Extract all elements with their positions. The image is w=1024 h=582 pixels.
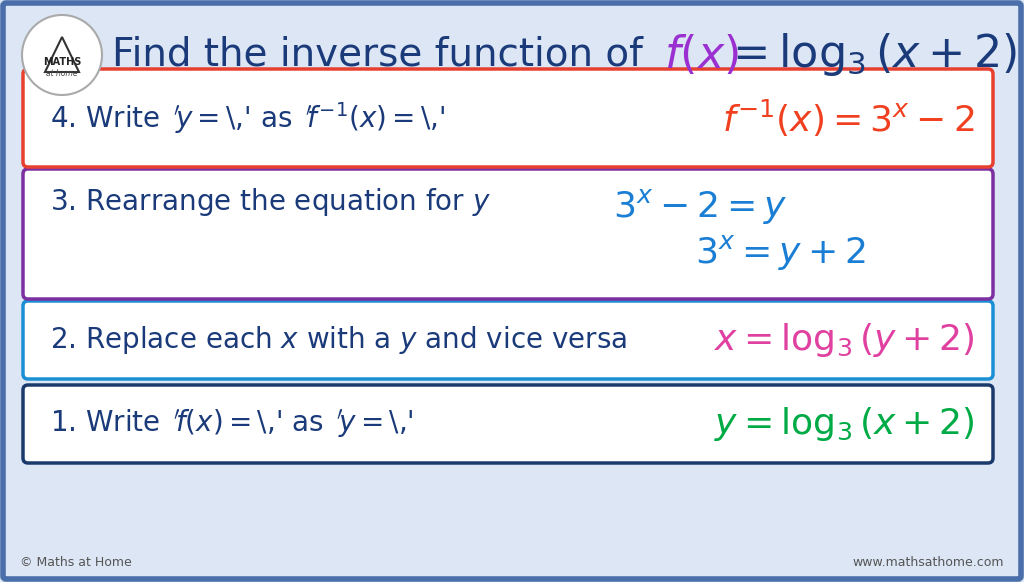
Circle shape — [22, 15, 102, 95]
Text: $f(x)$: $f(x)$ — [664, 33, 739, 77]
Text: 2. Replace each $x$ with a $y$ and vice versa: 2. Replace each $x$ with a $y$ and vice … — [50, 324, 627, 356]
Text: 4. Write $\,'\!y=$\,' as $\,'\!f^{-1}(x)=$\,': 4. Write $\,'\!y=$\,' as $\,'\!f^{-1}(x)… — [50, 100, 445, 136]
Text: at home: at home — [46, 69, 78, 77]
Text: 3. Rearrange the equation for $y$: 3. Rearrange the equation for $y$ — [50, 186, 490, 218]
Text: $f^{-1}(x) = 3^x - 2$: $f^{-1}(x) = 3^x - 2$ — [723, 97, 975, 139]
Text: $3^x = y + 2$: $3^x = y + 2$ — [694, 232, 865, 271]
Text: 1. Write $\,'\!f(x)=$\,' as $\,'\!y=$\,': 1. Write $\,'\!f(x)=$\,' as $\,'\!y=$\,' — [50, 408, 414, 440]
Text: $x = \log_3(y + 2)$: $x = \log_3(y + 2)$ — [715, 321, 975, 359]
Text: MATHS: MATHS — [43, 57, 81, 67]
FancyBboxPatch shape — [23, 385, 993, 463]
Text: www.mathsathome.com: www.mathsathome.com — [853, 555, 1004, 569]
FancyBboxPatch shape — [3, 3, 1021, 579]
FancyBboxPatch shape — [23, 69, 993, 167]
Text: $3^x - 2 = y$: $3^x - 2 = y$ — [612, 187, 787, 226]
Text: Find the inverse function of: Find the inverse function of — [112, 36, 655, 74]
Text: © Maths at Home: © Maths at Home — [20, 555, 132, 569]
Text: $y = \log_3(x + 2)$: $y = \log_3(x + 2)$ — [715, 405, 975, 443]
FancyBboxPatch shape — [23, 301, 993, 379]
FancyBboxPatch shape — [23, 169, 993, 299]
Text: $= \log_3(x + 2)$: $= \log_3(x + 2)$ — [724, 31, 1017, 79]
